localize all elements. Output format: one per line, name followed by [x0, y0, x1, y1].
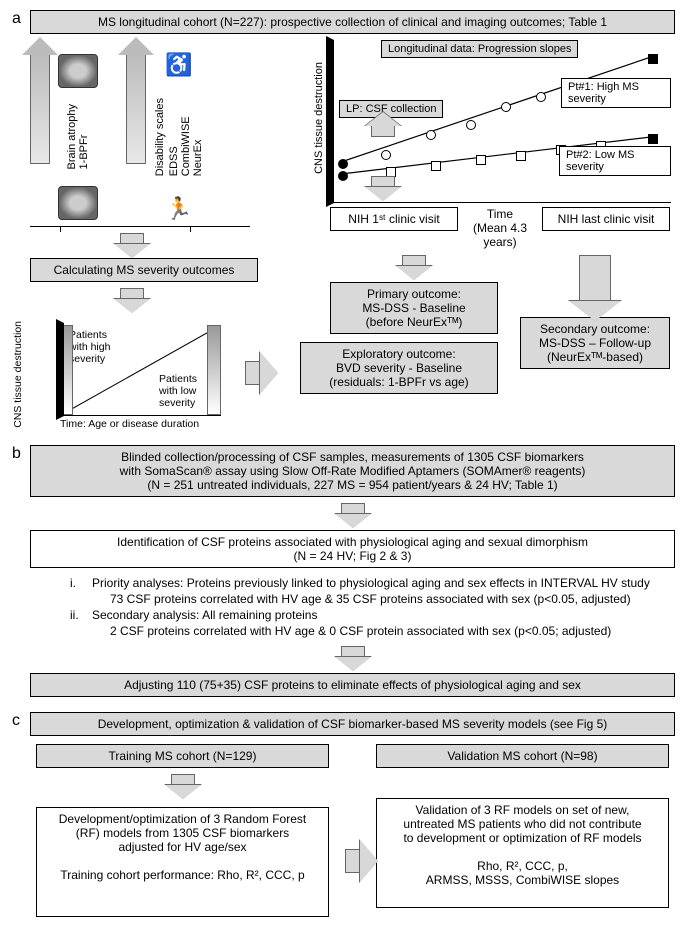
pt-s2-6	[596, 141, 606, 151]
pt-s1-6	[581, 80, 591, 90]
panel-a: a MS longitudinal cohort (N=227): prospe…	[10, 10, 675, 430]
analysis-ii-title: Secondary analysis: All remaining protei…	[92, 608, 317, 622]
brain-atrophy-arrow	[30, 52, 50, 164]
exploratory-outcome-box: Exploratory outcome: BVD severity - Base…	[300, 342, 498, 394]
pt-s2-5	[556, 145, 566, 155]
panel-c-header: Development, optimization & validation o…	[30, 712, 675, 736]
panel-c-label: c	[12, 712, 20, 730]
panel-b-list: i.Priority analyses: Proteins previously…	[70, 576, 675, 638]
validation-box: Validation of 3 RF models on set of new,…	[376, 798, 669, 908]
pt-s1-1	[381, 150, 391, 160]
pt-s1-5	[536, 92, 546, 102]
pt-s1-2	[426, 130, 436, 140]
disability-title-label: Disability scales	[154, 98, 166, 176]
pt-s1-end	[648, 54, 658, 64]
brain-image-top	[58, 54, 98, 88]
pt-s2-2	[431, 161, 441, 171]
panel-a-header: MS longitudinal cohort (N=227): prospect…	[30, 10, 675, 34]
mini-chart-diagonal	[61, 325, 221, 415]
pt-s1-4	[501, 102, 511, 112]
arrow-to-primary	[402, 255, 426, 266]
analysis-ii-sub: 2 CSF proteins correlated with HV age & …	[110, 624, 675, 638]
arrow-to-calc	[120, 233, 144, 244]
validation-header: Validation MS cohort (N=98)	[376, 744, 669, 768]
arrow-to-secondary	[579, 255, 611, 301]
high-severity-label: Patients with high severity	[69, 329, 110, 365]
lp-label: LP: CSF collection	[339, 100, 443, 118]
last-visit-box: NIH last clinic visit	[542, 207, 670, 231]
secondary-outcome-box: Secondary outcome: MS-DSS – Follow-up (N…	[520, 317, 670, 369]
analysis-i-title: Priority analyses: Proteins previously l…	[92, 576, 650, 590]
disability-scales-label: EDSS CombiWISE NeurEx	[168, 98, 204, 176]
pt-s1-start	[338, 159, 348, 169]
calc-severity-box: Calculating MS severity outcomes	[30, 258, 258, 282]
brain-atrophy-label: Brain atrophy 1-BPFr	[66, 104, 90, 169]
mini-grad-right	[207, 325, 221, 415]
primary-outcome-box: Primary outcome: MS-DSS - Baseline (befo…	[330, 282, 498, 334]
panel-b-box3: Adjusting 110 (75+35) CSF proteins to el…	[30, 673, 675, 697]
lp-arrow-up	[371, 126, 395, 137]
validation-col: Validation MS cohort (N=98) Validation o…	[370, 744, 675, 917]
arrow-to-minichart	[120, 288, 144, 299]
mini-chart: Patients with high severity Patients wit…	[60, 325, 221, 416]
first-visit-box: NIH 1ˢᵗ clinic visit	[330, 207, 458, 231]
long-data-label: Longitudinal data: Progression slopes	[381, 40, 578, 58]
panel-b-box1: Blinded collection/processing of CSF sam…	[30, 445, 675, 497]
training-box: Development/optimization of 3 Random For…	[36, 807, 329, 917]
panel-b-label: b	[12, 445, 21, 463]
panel-a-label: a	[12, 10, 21, 28]
scatter-ylab: CNS tissue destruction	[313, 62, 325, 174]
panel-b-arrow2	[341, 646, 365, 657]
brain-image-bottom	[58, 186, 98, 220]
scatter-lines	[331, 42, 671, 202]
panel-a-right: CNS tissue destruction	[290, 42, 675, 430]
training-arrow	[171, 774, 195, 785]
pt1-label: Pt#1: High MS severity	[561, 78, 671, 108]
panel-b-arrow1	[341, 503, 365, 514]
panel-a-left: Brain atrophy 1-BPFr ♿ Disability scales…	[30, 42, 280, 430]
train-to-val-arrow	[345, 849, 360, 873]
pt-s1-3	[466, 120, 476, 130]
pt-s2-start	[338, 171, 348, 181]
pt-s2-4	[516, 151, 526, 161]
mini-grad-left	[59, 325, 73, 415]
panel-b-box2: Identification of CSF proteins associate…	[30, 530, 675, 568]
scatter-chart: CNS tissue destruction	[330, 42, 671, 203]
training-col: Training MS cohort (N=129) Development/o…	[30, 744, 335, 917]
wheelchair-icon: ♿	[165, 52, 192, 78]
training-header: Training MS cohort (N=129)	[36, 744, 329, 768]
pt-s2-1	[386, 167, 396, 177]
scatter-xlab: Time	[458, 207, 542, 221]
low-severity-label: Patients with low severity	[159, 373, 197, 409]
arrow-to-outcomes	[245, 361, 260, 385]
panel-c: c Development, optimization & validation…	[10, 712, 675, 917]
mini-chart-ylab: CNS tissue destruction	[12, 321, 24, 428]
pt-s2-3	[476, 155, 486, 165]
runner-icon: 🏃	[165, 196, 192, 222]
disability-arrow	[126, 52, 146, 164]
analysis-i-sub: 73 CSF proteins correlated with HV age &…	[110, 592, 675, 606]
pt2-label: Pt#2: Low MS severity	[559, 146, 671, 176]
scatter-xlab-sub: (Mean 4.3 years)	[458, 221, 542, 249]
panel-b: b Blinded collection/processing of CSF s…	[10, 445, 675, 697]
pt-s2-end	[648, 134, 658, 144]
lp-arrow-down	[371, 176, 395, 187]
